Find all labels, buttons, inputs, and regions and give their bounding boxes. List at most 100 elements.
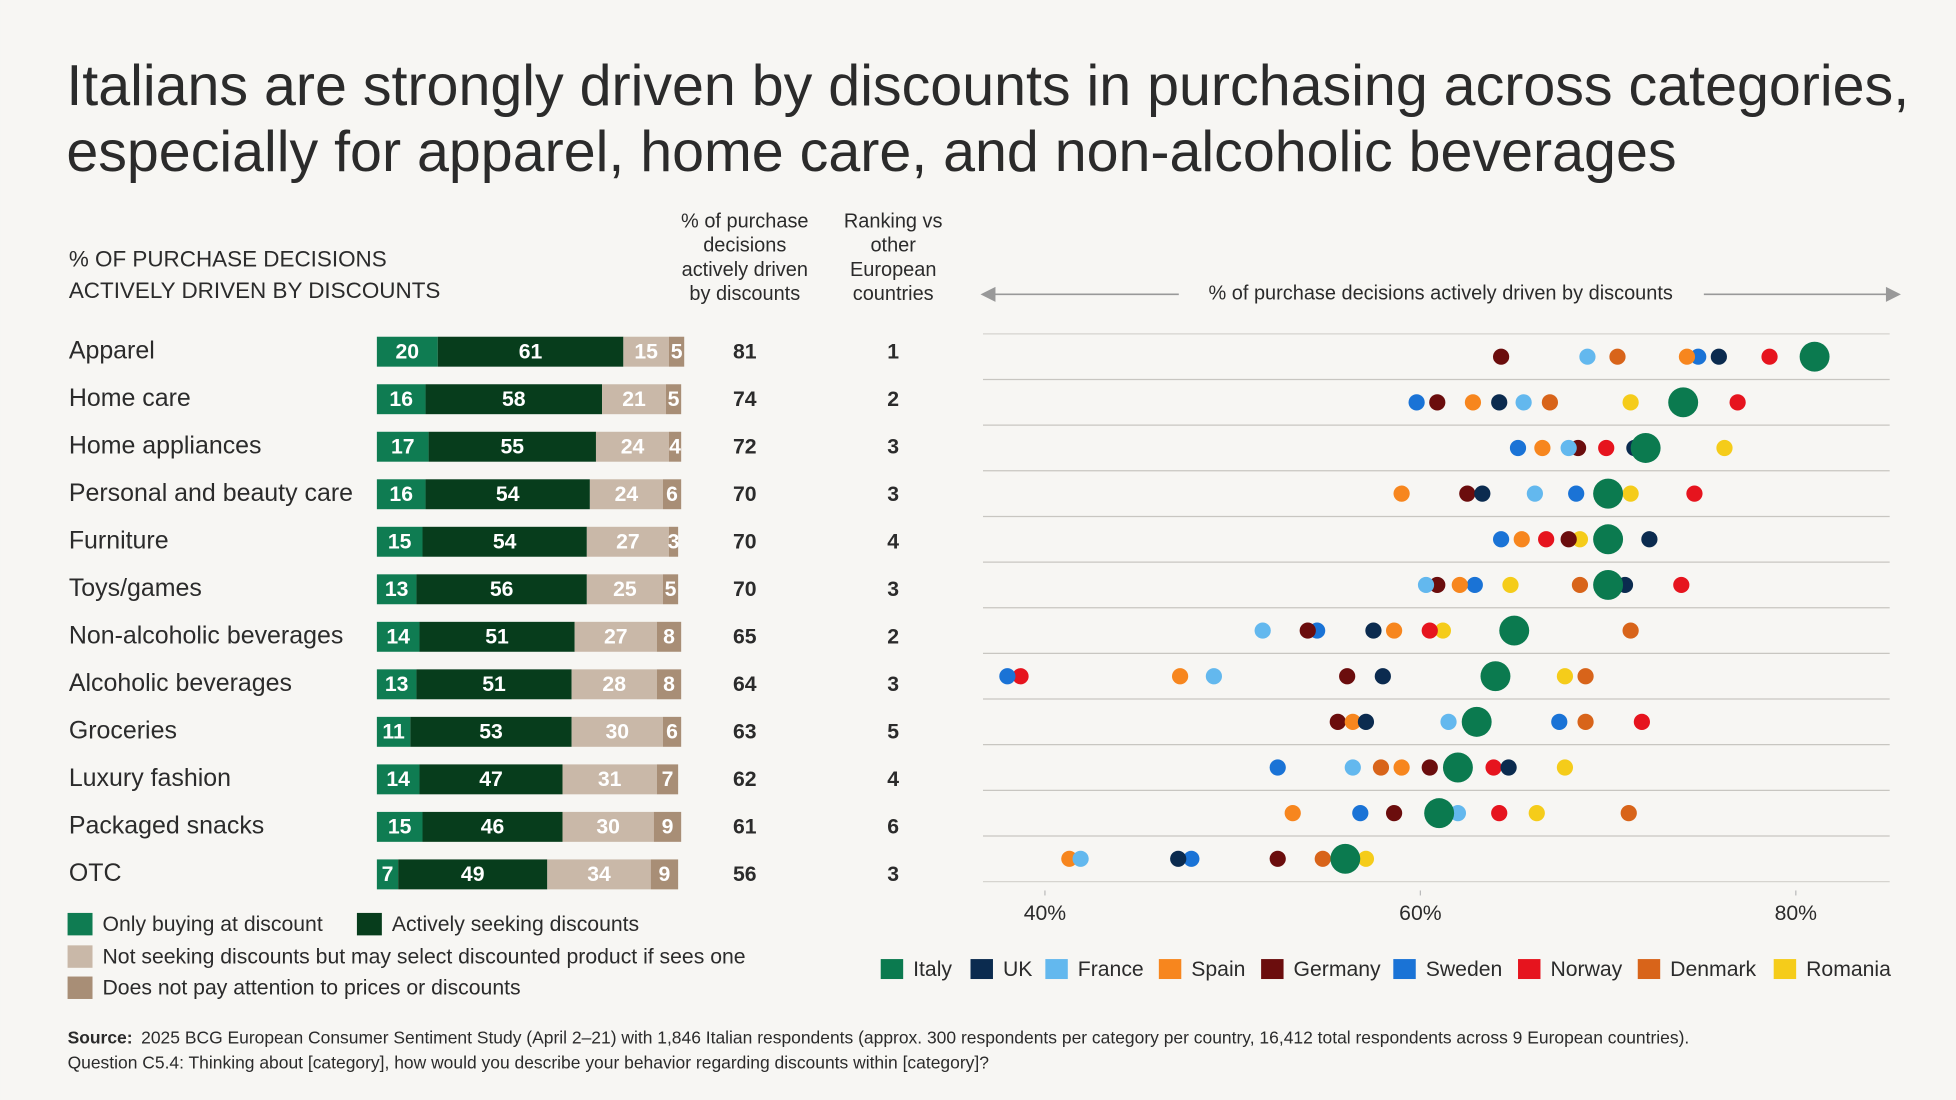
bar-segment — [428, 431, 596, 462]
legend-swatch — [1773, 959, 1797, 980]
dot — [1556, 668, 1574, 685]
total-value: 56 — [733, 863, 757, 886]
bar-segment — [376, 859, 399, 890]
column-header: countries — [853, 283, 934, 305]
x-tick-label: 80% — [1775, 902, 1818, 925]
bar-segment — [669, 336, 685, 367]
bar-value-label: 53 — [479, 721, 503, 744]
ranking-value: 5 — [887, 721, 899, 744]
dot — [1061, 850, 1078, 867]
dot — [1641, 531, 1658, 548]
column-header: actively driven — [682, 259, 808, 281]
dot — [1330, 843, 1361, 874]
dot — [1593, 478, 1624, 509]
dot — [1314, 850, 1331, 867]
dot — [1622, 394, 1639, 411]
dot — [1442, 752, 1473, 783]
legend-label: France — [1078, 958, 1144, 981]
legend-label: Not seeking discounts but may select dis… — [102, 945, 745, 968]
dot — [1492, 348, 1510, 365]
dot — [1729, 394, 1746, 411]
bar-value-label: 13 — [385, 673, 409, 696]
legend-label: Does not pay attention to prices or disc… — [102, 977, 520, 1000]
bar-value-label: 58 — [502, 388, 526, 411]
dot — [1534, 439, 1551, 457]
legend-label: UK — [1003, 958, 1032, 981]
dot — [1429, 576, 1446, 594]
bar-segment — [602, 384, 666, 415]
bar-value-label: 24 — [615, 483, 639, 506]
bar-segment — [656, 621, 682, 652]
legend-swatch — [1261, 959, 1284, 980]
bar-segment — [669, 526, 679, 557]
legend-swatch — [356, 912, 382, 936]
category-label: Furniture — [69, 526, 169, 554]
bar-value-label: 7 — [662, 768, 674, 791]
bar-value-label: 51 — [482, 673, 506, 696]
dot — [1434, 622, 1452, 639]
legend-label: Denmark — [1670, 958, 1756, 981]
category-label: Non-alcoholic beverages — [69, 621, 343, 649]
dot — [1485, 759, 1502, 776]
bar-value-label: 9 — [659, 863, 671, 886]
dot — [1560, 439, 1577, 457]
legend-swatch — [880, 959, 904, 980]
bar-segment — [656, 669, 682, 700]
bar-segment — [562, 764, 657, 795]
bar-segment — [376, 669, 417, 700]
dot — [1528, 805, 1545, 822]
bar-value-label: 24 — [621, 436, 645, 459]
note: Question C5.4: Thinking about [category]… — [68, 1052, 990, 1072]
bar-segment — [416, 574, 587, 605]
legend-label: Spain — [1191, 958, 1245, 981]
bar-segment — [376, 716, 411, 747]
bar-segment — [589, 479, 663, 510]
dot — [1673, 576, 1690, 594]
category-label: Home appliances — [69, 431, 262, 459]
bar-value-label: 61 — [519, 341, 543, 364]
dot — [1678, 348, 1696, 365]
bar-segment — [376, 384, 426, 415]
bar-value-label: 8 — [663, 626, 675, 649]
bar-segment — [376, 764, 420, 795]
bar-value-label: 9 — [662, 816, 674, 839]
dot — [1440, 713, 1457, 730]
ranking-value: 3 — [887, 673, 899, 696]
total-value: 70 — [733, 483, 757, 506]
bar-value-label: 30 — [596, 816, 620, 839]
bar-segment — [662, 716, 682, 747]
ranking-value: 4 — [887, 768, 899, 791]
y-label-line: % OF PURCHASE DECISIONS — [69, 247, 387, 272]
dot — [1464, 394, 1482, 411]
bar-segment — [662, 574, 679, 605]
legend-label: Norway — [1550, 958, 1622, 981]
title-line: Italians are strongly driven by discount… — [66, 54, 1909, 118]
category-label: Alcoholic beverages — [69, 669, 292, 697]
dot — [1421, 759, 1438, 776]
column-header: other — [870, 235, 916, 257]
dot — [1502, 576, 1519, 594]
dot — [999, 668, 1016, 685]
y-label-line: ACTIVELY DRIVEN BY DISCOUNTS — [69, 278, 441, 303]
dot — [1461, 706, 1492, 737]
bar-value-label: 30 — [605, 721, 629, 744]
total-value: 65 — [733, 626, 757, 649]
dot — [1513, 531, 1530, 548]
dot — [1459, 485, 1476, 502]
bar-segment — [571, 669, 657, 700]
bar-segment — [419, 764, 563, 795]
dot — [1526, 485, 1543, 502]
bar-segment — [376, 336, 438, 367]
dot — [1556, 759, 1574, 776]
legend-swatch — [1393, 959, 1416, 980]
bar-value-label: 27 — [616, 531, 640, 554]
dot — [1329, 713, 1346, 730]
bar-segment — [562, 811, 654, 842]
total-value: 62 — [733, 768, 757, 791]
dot — [1668, 387, 1699, 418]
dot — [1633, 713, 1650, 730]
bar-value-label: 21 — [622, 388, 646, 411]
bar-segment — [547, 859, 651, 890]
dot — [1579, 348, 1596, 365]
